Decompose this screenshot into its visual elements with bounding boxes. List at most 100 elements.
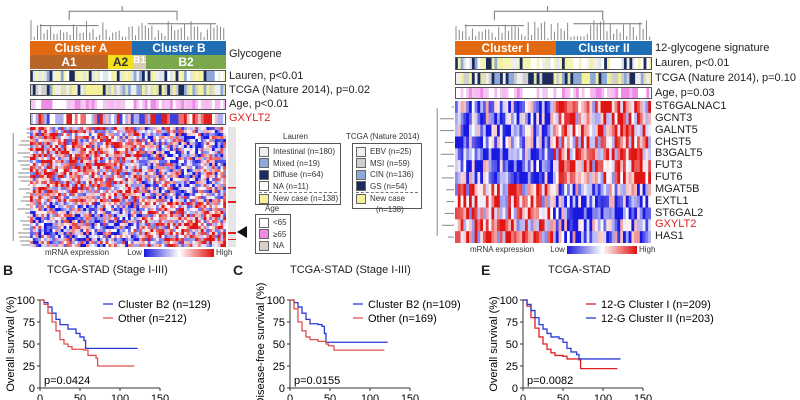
heatmap-cell xyxy=(133,163,137,167)
tcga-legend-title: TCGA (Nature 2014) xyxy=(346,132,420,141)
heatmap-cell xyxy=(133,223,137,227)
heatmap-cell xyxy=(214,226,218,230)
track-cell xyxy=(214,84,219,96)
heatmap-cell xyxy=(564,160,568,173)
heatmap-cell xyxy=(41,154,45,158)
heatmap-cell xyxy=(198,148,202,152)
heatmap-cell xyxy=(158,208,162,212)
heatmap-cell xyxy=(142,238,146,242)
heatmap-cell xyxy=(55,229,59,233)
heatmap-cell xyxy=(100,127,104,131)
heatmap-cell xyxy=(223,211,226,215)
heatmap-cell xyxy=(150,172,154,176)
heatmap-cell xyxy=(147,187,151,191)
heatmap-cell xyxy=(611,160,615,173)
heatmap-cell xyxy=(52,163,56,167)
heatmap-cell xyxy=(569,136,573,149)
heatmap-cell xyxy=(102,217,106,221)
heatmap-cell xyxy=(114,142,118,146)
heatmap-cell xyxy=(111,175,115,179)
heatmap-cell xyxy=(58,157,62,161)
heatmap-cell xyxy=(195,151,199,155)
heatmap-cell xyxy=(100,211,104,215)
heatmap-cell xyxy=(195,160,199,164)
heatmap-cell xyxy=(116,241,120,245)
heatmap-cell xyxy=(158,223,162,227)
heatmap-cell xyxy=(167,193,171,197)
heatmap-cell xyxy=(508,112,512,125)
heatmap-cell xyxy=(44,157,48,161)
track-cell xyxy=(621,57,625,70)
heatmap-cell xyxy=(186,199,190,203)
heatmap-cell xyxy=(144,235,148,239)
heatmap-cell xyxy=(536,207,540,220)
heatmap-cell xyxy=(38,175,42,179)
heatmap-cell xyxy=(567,136,571,149)
heatmap-cell xyxy=(63,157,67,161)
track-cell xyxy=(463,87,467,99)
heatmap-cell xyxy=(100,139,104,143)
heatmap-cell xyxy=(128,172,132,176)
heatmap-cell xyxy=(94,190,98,194)
heatmap-cell xyxy=(164,235,168,239)
heatmap-cell xyxy=(214,244,218,247)
y-tick-label: 50 xyxy=(23,339,35,351)
heatmap-cell xyxy=(541,183,545,196)
heatmap-cell xyxy=(116,214,120,218)
heatmap-cell xyxy=(44,214,48,218)
heatmap-cell xyxy=(198,136,202,140)
track-cell xyxy=(150,70,154,82)
heatmap-cell xyxy=(130,151,134,155)
heatmap-cell xyxy=(114,226,118,230)
heatmap-cell xyxy=(511,112,515,125)
heatmap-cell xyxy=(527,136,531,149)
heatmap-cell xyxy=(105,202,109,206)
heatmap-cell xyxy=(32,181,36,185)
heatmap-cell xyxy=(198,142,202,146)
heatmap-cell xyxy=(469,148,473,161)
heatmap-cell xyxy=(195,145,199,149)
heatmap-cell xyxy=(72,178,76,182)
heatmap-cell xyxy=(513,160,517,173)
track-cell xyxy=(643,57,647,70)
heatmap-cell xyxy=(60,193,64,197)
heatmap-cell xyxy=(172,178,176,182)
heatmap-cell xyxy=(623,183,627,196)
heatmap-cell xyxy=(457,160,461,173)
heatmap-cell xyxy=(133,157,137,161)
heatmap-cell xyxy=(544,231,548,243)
heatmap-cell xyxy=(200,187,204,191)
heatmap-cell xyxy=(136,229,140,233)
heatmap-cell xyxy=(97,127,101,131)
heatmap-cell xyxy=(553,101,557,114)
heatmap-cell xyxy=(83,181,87,185)
heatmap-cell xyxy=(186,169,190,173)
heatmap-cell xyxy=(603,124,607,137)
heatmap-cell xyxy=(575,160,579,173)
heatmap-cell xyxy=(178,199,182,203)
heatmap-cell xyxy=(49,130,53,134)
heatmap-cell xyxy=(466,148,470,161)
heatmap-cell xyxy=(102,241,106,245)
heatmap-cell xyxy=(122,205,126,209)
track-cell xyxy=(86,84,90,96)
heatmap-cell xyxy=(116,223,120,227)
heatmap-cell xyxy=(220,151,224,155)
heatmap-cell xyxy=(198,187,202,191)
heatmap-cell xyxy=(32,175,36,179)
legend-swatch xyxy=(356,193,366,204)
track-cell xyxy=(74,70,79,82)
heatmap-cell xyxy=(32,223,36,227)
track-cell xyxy=(72,113,76,125)
heatmap-cell xyxy=(172,130,176,134)
heatmap-cell xyxy=(625,207,629,220)
heatmap-cell xyxy=(97,154,101,158)
track-cell xyxy=(598,57,602,70)
heatmap-cell xyxy=(97,160,101,164)
heatmap-cell xyxy=(114,244,118,247)
heatmap-cell xyxy=(128,181,132,185)
track-cell xyxy=(480,57,484,70)
heatmap-cell xyxy=(178,193,182,197)
heatmap-cell xyxy=(153,223,157,227)
track-cell xyxy=(545,72,549,85)
